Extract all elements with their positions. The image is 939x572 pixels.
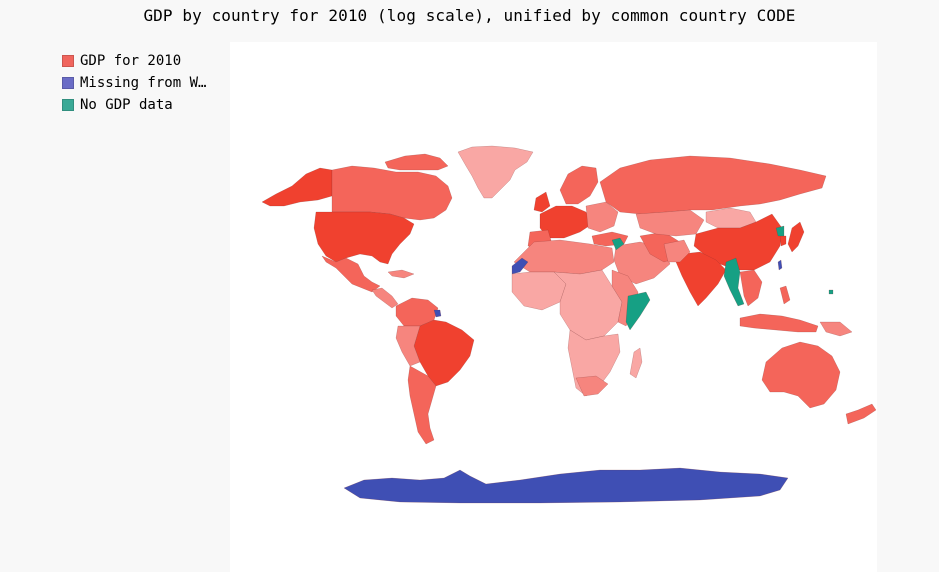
country-western-sahara[interactable]: [511, 257, 529, 275]
country-madagascar[interactable]: [629, 347, 643, 379]
legend-item-missing[interactable]: Missing from W…: [62, 72, 206, 94]
plot-area: [230, 42, 877, 572]
country-myanmar[interactable]: [723, 257, 745, 307]
country-antarctica[interactable]: [343, 467, 789, 504]
chart-title: GDP by country for 2010 (log scale), uni…: [143, 6, 796, 25]
legend-item-gdp[interactable]: GDP for 2010: [62, 50, 206, 72]
country-papua-new-guinea[interactable]: [819, 321, 853, 337]
country-taiwan[interactable]: [777, 259, 783, 271]
country-west-africa[interactable]: [511, 271, 567, 311]
country-united-states[interactable]: [313, 211, 415, 265]
legend-label-gdp: GDP for 2010: [80, 53, 182, 69]
country-argentina-chile[interactable]: [407, 365, 437, 445]
country-guiana[interactable]: [433, 309, 442, 318]
country-pakistan-afghanistan[interactable]: [663, 239, 691, 263]
country-russia[interactable]: [599, 155, 827, 215]
country-somalia[interactable]: [625, 291, 651, 331]
country-syria[interactable]: [611, 237, 625, 251]
country-greenland[interactable]: [457, 145, 534, 199]
country-australia[interactable]: [761, 341, 841, 409]
country-cuba[interactable]: [387, 269, 415, 279]
country-central-america[interactable]: [371, 287, 399, 309]
country-southeast-asia[interactable]: [739, 269, 763, 307]
country-peru-bolivia[interactable]: [395, 325, 421, 367]
legend-label-missing: Missing from W…: [80, 75, 207, 91]
country-india[interactable]: [675, 251, 727, 307]
country-uk-ireland[interactable]: [533, 191, 551, 213]
country-mexico[interactable]: [321, 255, 381, 293]
legend: GDP for 2010 Missing from W… No GDP data: [62, 50, 206, 116]
country-north-korea[interactable]: [775, 225, 785, 237]
country-philippines[interactable]: [779, 285, 791, 305]
world-map: [261, 145, 877, 504]
legend-item-no-data[interactable]: No GDP data: [62, 94, 206, 116]
country-scandinavia[interactable]: [559, 165, 599, 205]
country-central-africa[interactable]: [553, 269, 623, 341]
country-south-korea[interactable]: [779, 235, 787, 247]
country-kazakhstan[interactable]: [635, 209, 705, 237]
country-south-africa[interactable]: [575, 375, 609, 397]
legend-swatch-no-data: [62, 99, 74, 111]
legend-label-no-data: No GDP data: [80, 97, 173, 113]
country-japan[interactable]: [787, 221, 805, 253]
country-canada-arctic[interactable]: [384, 153, 449, 171]
legend-swatch-gdp: [62, 55, 74, 67]
country-indonesia[interactable]: [739, 313, 819, 333]
legend-swatch-missing: [62, 77, 74, 89]
country-new-zealand[interactable]: [845, 403, 877, 425]
country-alaska[interactable]: [261, 167, 333, 207]
country-small-island[interactable]: [828, 289, 834, 295]
